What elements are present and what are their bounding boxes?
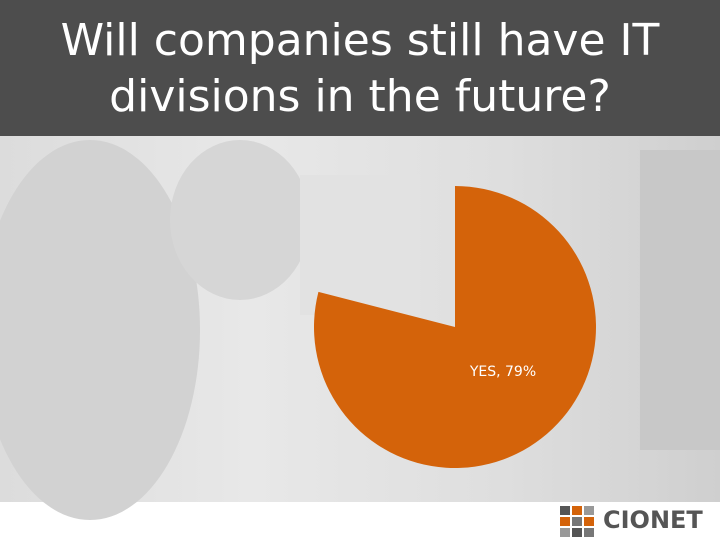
logo-text: CIONET: [603, 506, 703, 534]
photo-figure: [170, 140, 310, 300]
logo-square: [560, 528, 570, 537]
logo-square: [560, 506, 570, 515]
photo-monitor: [300, 175, 420, 315]
logo-square: [560, 517, 570, 526]
logo-square: [584, 506, 594, 515]
photo-figure: [0, 140, 200, 520]
logo-square: [584, 528, 594, 537]
logo-square: [572, 528, 582, 537]
data-label: YES, 79%: [469, 364, 536, 380]
photo-figure: [640, 150, 720, 450]
logo-square: [584, 517, 594, 526]
logo-square: [572, 517, 582, 526]
chart-title: Will companies still have IT divisions in…: [61, 15, 660, 122]
pie-slice: [314, 186, 596, 469]
logo-square: [572, 506, 582, 515]
title-band: [0, 0, 720, 136]
logo: [560, 506, 594, 537]
